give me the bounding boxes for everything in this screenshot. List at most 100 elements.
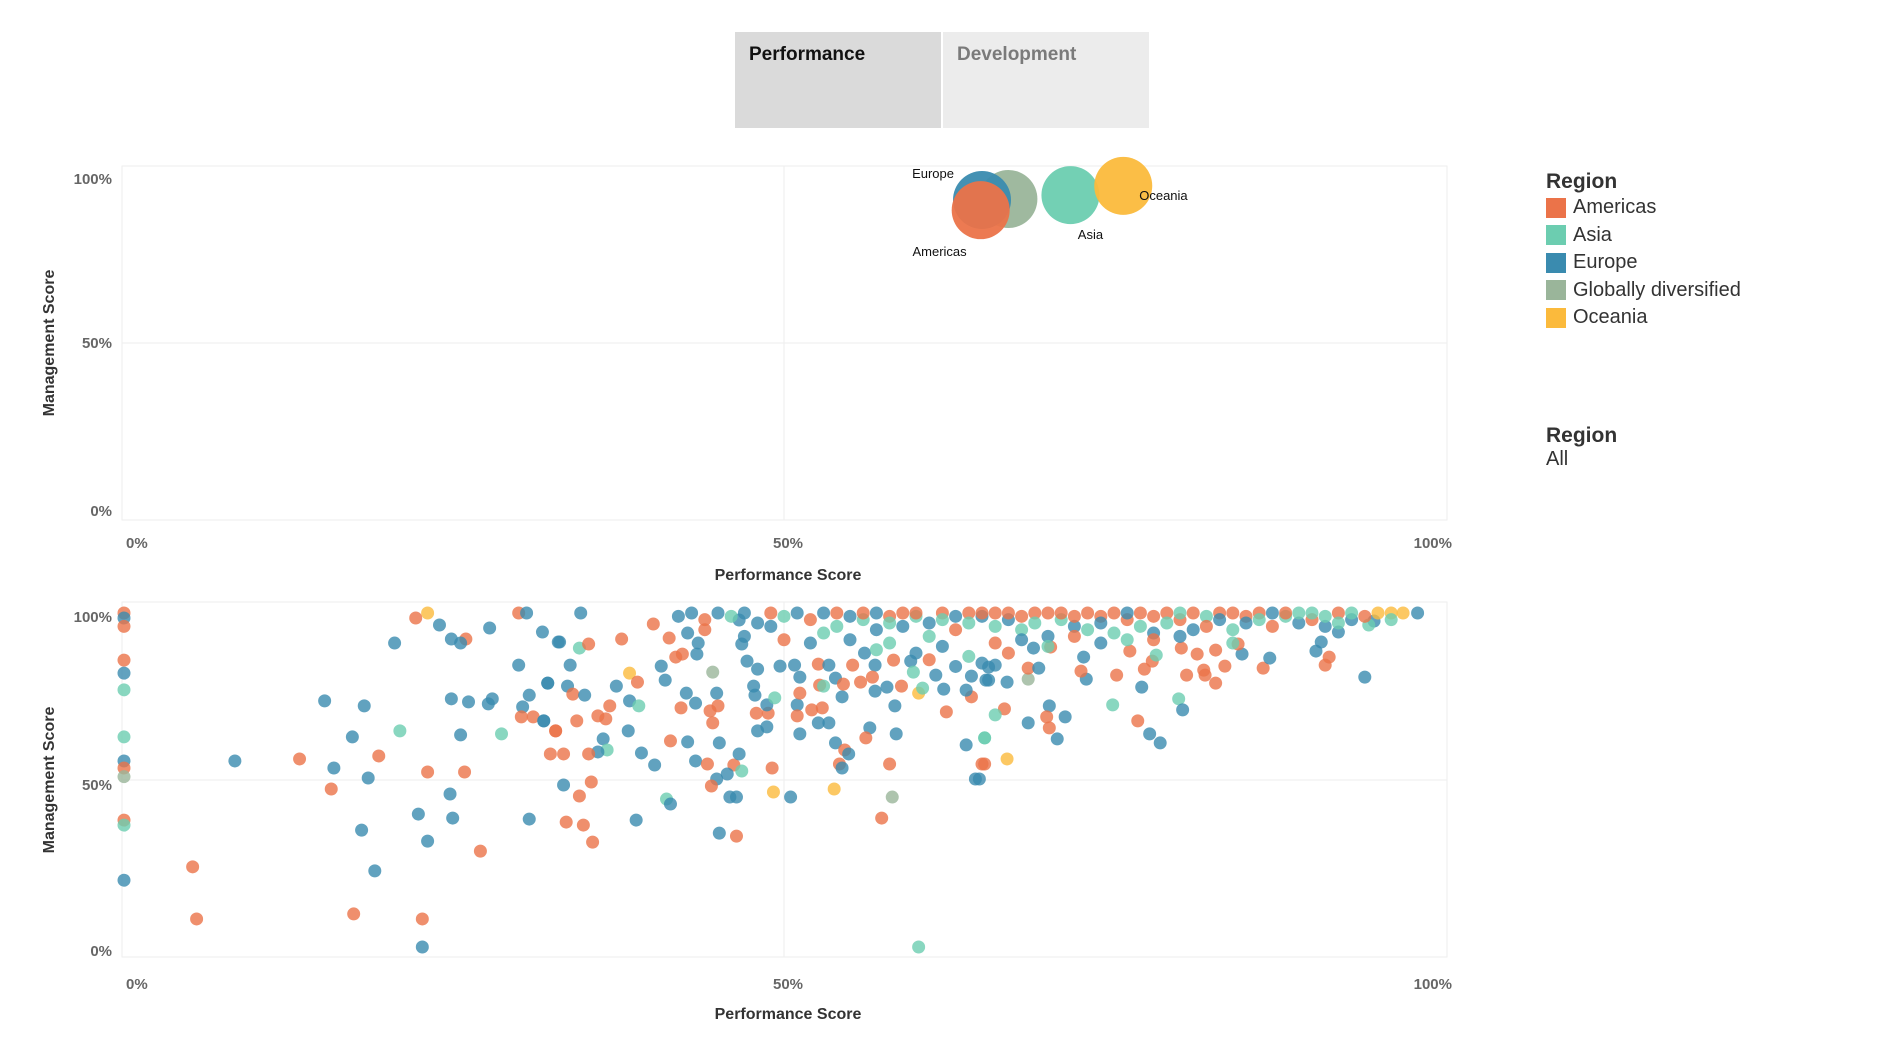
scatter-point[interactable] (1040, 710, 1054, 724)
scatter-point[interactable] (520, 606, 534, 620)
scatter-point[interactable] (1042, 721, 1056, 735)
scatter-point[interactable] (1186, 606, 1200, 620)
scatter-point[interactable] (790, 698, 804, 712)
scatter-point[interactable] (1021, 672, 1035, 686)
scatter-point[interactable] (949, 623, 963, 637)
scatter-point[interactable] (559, 815, 573, 829)
scatter-point[interactable] (790, 709, 804, 723)
scatter-point[interactable] (856, 606, 870, 620)
scatter-point[interactable] (827, 782, 841, 796)
scatter-point[interactable] (988, 658, 1002, 672)
legend-item-americas[interactable]: Americas (1546, 194, 1741, 222)
scatter-point[interactable] (355, 823, 369, 837)
scatter-point[interactable] (978, 731, 992, 745)
scatter-point[interactable] (512, 658, 526, 672)
scatter-point[interactable] (1147, 609, 1161, 623)
scatter-point[interactable] (1318, 619, 1332, 633)
scatter-point[interactable] (698, 613, 712, 627)
scatter-point[interactable] (894, 679, 908, 693)
scatter-point[interactable] (117, 818, 131, 832)
scatter-point[interactable] (388, 636, 402, 650)
scatter-point[interactable] (883, 757, 897, 771)
scatter-point[interactable] (623, 666, 637, 680)
scatter-point[interactable] (685, 606, 699, 620)
scatter-point[interactable] (836, 677, 850, 691)
scatter-point[interactable] (578, 688, 592, 702)
scatter-point[interactable] (1279, 606, 1293, 620)
scatter-point[interactable] (495, 727, 509, 741)
scatter-point[interactable] (698, 623, 712, 637)
scatter-point[interactable] (751, 616, 765, 630)
scatter-point[interactable] (1358, 609, 1372, 623)
scatter-point[interactable] (939, 705, 953, 719)
scatter-point[interactable] (749, 706, 763, 720)
scatter-point[interactable] (117, 730, 131, 744)
scatter-point[interactable] (988, 708, 1002, 722)
scatter-point[interactable] (557, 747, 571, 761)
scatter-point[interactable] (1180, 668, 1194, 682)
scatter-point[interactable] (1292, 606, 1306, 620)
scatter-point[interactable] (646, 617, 660, 631)
scatter-point[interactable] (1107, 606, 1121, 620)
scatter-point[interactable] (909, 606, 923, 620)
scatter-point[interactable] (740, 654, 754, 668)
scatter-point[interactable] (1396, 606, 1410, 620)
scatter-point[interactable] (522, 812, 536, 826)
scatter-point[interactable] (854, 675, 868, 689)
scatter-point[interactable] (909, 646, 923, 660)
scatter-point[interactable] (912, 940, 926, 954)
scatter-point[interactable] (1226, 636, 1240, 650)
scatter-point[interactable] (535, 625, 549, 639)
tab-performance[interactable]: Performance (735, 32, 941, 128)
scatter-point[interactable] (1318, 658, 1332, 672)
scatter-point[interactable] (988, 619, 1002, 633)
scatter-point[interactable] (654, 659, 668, 673)
scatter-point[interactable] (1209, 643, 1223, 657)
scatter-point[interactable] (582, 747, 596, 761)
scatter-point[interactable] (658, 673, 672, 687)
scatter-point[interactable] (563, 658, 577, 672)
scatter-point[interactable] (1256, 661, 1270, 675)
scatter-point[interactable] (773, 659, 787, 673)
scatter-point[interactable] (835, 690, 849, 704)
scatter-point[interactable] (1021, 661, 1035, 675)
scatter-point[interactable] (1174, 641, 1188, 655)
scatter-point[interactable] (1041, 606, 1055, 620)
scatter-point[interactable] (1050, 732, 1064, 746)
scatter-point[interactable] (1106, 698, 1120, 712)
scatter-point[interactable] (790, 606, 804, 620)
scatter-point[interactable] (1120, 606, 1134, 620)
scatter-point[interactable] (883, 616, 897, 630)
scatter-point[interactable] (859, 731, 873, 745)
scatter-point[interactable] (415, 940, 429, 954)
scatter-point[interactable] (916, 681, 930, 695)
scatter-point[interactable] (537, 714, 551, 728)
scatter-point[interactable] (896, 606, 910, 620)
bubble-oceania[interactable] (1094, 156, 1153, 215)
scatter-point[interactable] (880, 680, 894, 694)
scatter-point[interactable] (421, 606, 435, 620)
scatter-point[interactable] (875, 811, 889, 825)
scatter-point[interactable] (117, 683, 131, 697)
scatter-point[interactable] (720, 767, 734, 781)
scatter-point[interactable] (765, 761, 779, 775)
scatter-point[interactable] (674, 701, 688, 715)
scatter-point[interactable] (1265, 606, 1279, 620)
scatter-point[interactable] (347, 907, 361, 921)
scatter-point[interactable] (815, 701, 829, 715)
scatter-point[interactable] (777, 633, 791, 647)
scatter-point[interactable] (843, 633, 857, 647)
scatter-point[interactable] (1001, 646, 1015, 660)
scatter-point[interactable] (1314, 635, 1328, 649)
scatter-point[interactable] (1021, 716, 1035, 730)
scatter-point[interactable] (576, 818, 590, 832)
scatter-point[interactable] (1032, 661, 1046, 675)
scatter-point[interactable] (662, 631, 676, 645)
scatter-point[interactable] (516, 700, 530, 714)
scatter-point[interactable] (458, 765, 472, 779)
scatter-point[interactable] (446, 811, 460, 825)
scatter-point[interactable] (1173, 629, 1187, 643)
scatter-point[interactable] (1199, 609, 1213, 623)
scatter-point[interactable] (632, 699, 646, 713)
scatter-point[interactable] (357, 699, 371, 713)
